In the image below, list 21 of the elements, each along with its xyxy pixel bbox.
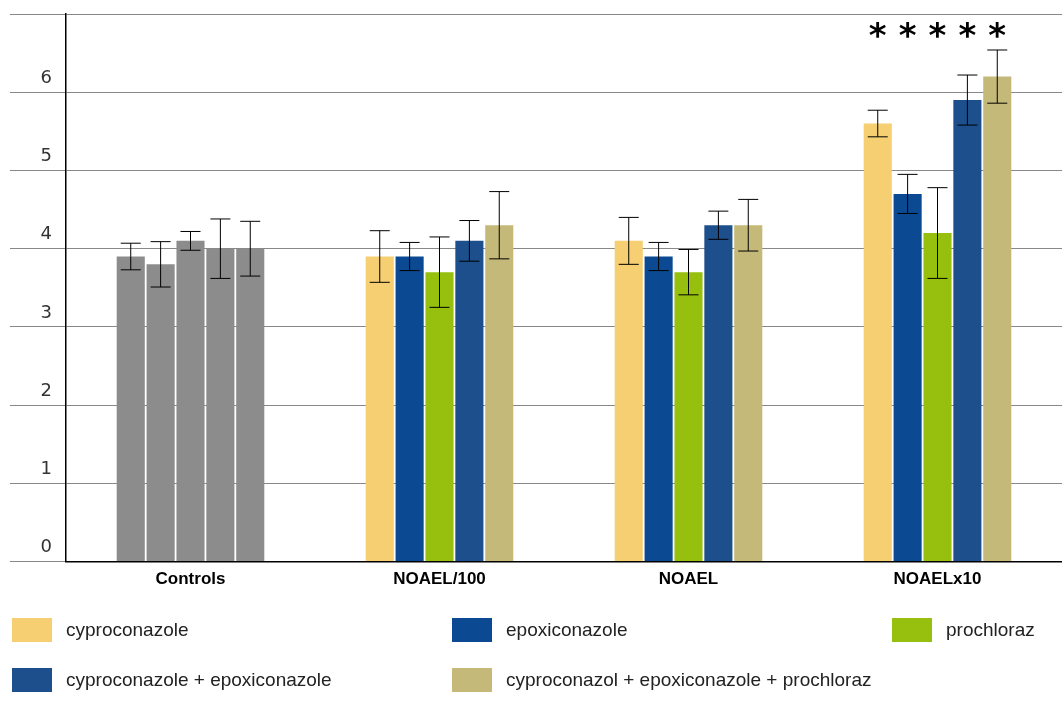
annotation: * bbox=[868, 14, 887, 55]
x-tick-label: NOAEL/100 bbox=[393, 569, 486, 589]
y-tick-label: 2 bbox=[40, 378, 52, 400]
legend-label: prochloraz bbox=[946, 619, 1035, 641]
legend-label: epoxiconazole bbox=[506, 619, 628, 641]
annotation: * bbox=[928, 14, 947, 55]
x-tick-label: NOAELx10 bbox=[893, 569, 982, 589]
y-tick-label: 5 bbox=[40, 144, 52, 166]
legend-label: cyproconazol + epoxiconazole + prochloraz bbox=[506, 669, 872, 691]
legend-label: cyproconazole + epoxiconazole bbox=[66, 669, 332, 691]
y-tick-label: 1 bbox=[40, 457, 52, 479]
y-tick-label: 4 bbox=[40, 222, 52, 244]
y-tick-label: 6 bbox=[40, 65, 52, 87]
annotation: * bbox=[988, 14, 1007, 55]
annotation: * bbox=[958, 14, 977, 55]
annotation: * bbox=[898, 14, 917, 55]
legend-label: cyproconazole bbox=[66, 619, 189, 641]
x-tick-label: Controls bbox=[155, 569, 226, 589]
y-tick-label: 3 bbox=[40, 300, 52, 322]
x-tick-label: NOAEL bbox=[658, 569, 719, 589]
y-tick-label: 0 bbox=[40, 535, 52, 557]
